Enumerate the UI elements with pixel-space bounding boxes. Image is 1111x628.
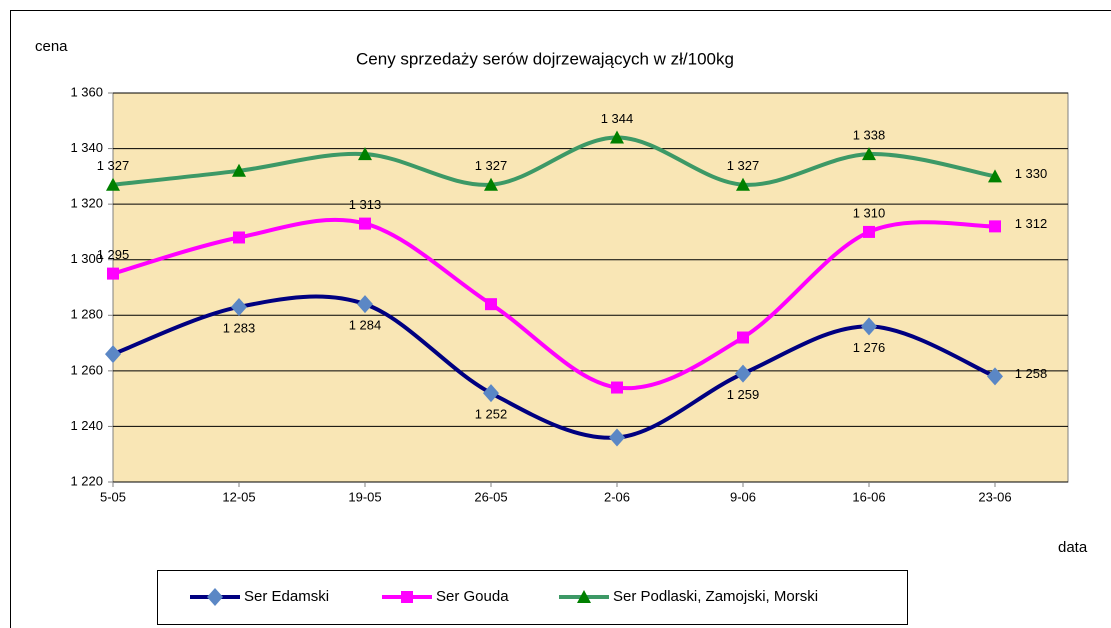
- y-tick-label: 1 300: [70, 251, 103, 266]
- data-point: [231, 297, 247, 316]
- y-tick-label: 1 320: [70, 196, 103, 211]
- y-tick-label: 1 280: [70, 307, 103, 322]
- x-tick-label: 5-05: [100, 489, 126, 504]
- data-point: [233, 231, 245, 244]
- data-label: 1 284: [349, 318, 382, 333]
- data-point: [989, 220, 1001, 233]
- x-axis-title: data: [1058, 539, 1088, 556]
- data-point: [987, 367, 1003, 386]
- data-point: [485, 298, 497, 311]
- data-point: [232, 163, 246, 177]
- data-point: [611, 381, 623, 394]
- x-tick-label: 19-05: [348, 489, 381, 504]
- data-label: 1 252: [475, 407, 508, 422]
- data-label: 1 327: [97, 158, 130, 173]
- data-label: 1 259: [727, 387, 760, 402]
- data-label: 1 313: [349, 197, 382, 212]
- chart-title: Ceny sprzedaży serów dojrzewających w zł…: [356, 49, 734, 68]
- x-tick-label: 12-05: [222, 489, 255, 504]
- data-label: 1 258: [1015, 366, 1048, 381]
- data-point: [862, 147, 876, 161]
- data-point: [863, 225, 875, 238]
- data-point: [106, 177, 120, 191]
- data-point: [736, 177, 750, 191]
- series-line: [112, 135, 996, 187]
- data-label: 1 312: [1015, 216, 1048, 231]
- data-point: [988, 169, 1002, 183]
- x-tick-label: 9-06: [730, 489, 756, 504]
- y-tick-label: 1 260: [70, 362, 103, 377]
- data-point: [358, 147, 372, 161]
- series-line: [112, 294, 996, 440]
- y-tick-label: 1 340: [70, 140, 103, 155]
- x-tick-label: 2-06: [604, 489, 630, 504]
- x-tick-label: 23-06: [978, 489, 1011, 504]
- legend-label: Ser Podlaski, Zamojski, Morski: [613, 588, 818, 605]
- data-label: 1 327: [727, 158, 760, 173]
- data-point: [483, 384, 499, 403]
- data-point: [357, 295, 373, 314]
- legend-marker: [577, 590, 591, 603]
- data-label: 1 330: [1015, 166, 1048, 181]
- legend-marker: [401, 591, 413, 603]
- data-label: 1 338: [853, 128, 886, 143]
- data-point: [735, 364, 751, 383]
- x-tick-label: 16-06: [852, 489, 885, 504]
- data-point: [105, 345, 121, 364]
- legend-label: Ser Edamski: [244, 588, 329, 605]
- legend-marker: [207, 588, 223, 606]
- data-label: 1 327: [475, 158, 508, 173]
- y-tick-label: 1 360: [70, 84, 103, 99]
- series-line: [112, 217, 996, 391]
- data-label: 1 295: [97, 247, 130, 262]
- y-axis-title: cena: [35, 38, 68, 55]
- data-label: 1 283: [223, 320, 256, 335]
- x-tick-label: 26-05: [474, 489, 507, 504]
- plot-area: [112, 92, 1069, 483]
- data-point: [609, 428, 625, 447]
- data-label: 1 344: [601, 111, 634, 126]
- y-tick-label: 1 240: [70, 418, 103, 433]
- data-point: [737, 331, 749, 344]
- data-point: [861, 317, 877, 336]
- data-label: 1 276: [853, 340, 886, 355]
- legend-box: [157, 570, 908, 625]
- data-label: 1 310: [853, 205, 886, 220]
- legend-label: Ser Gouda: [436, 588, 509, 605]
- data-point: [610, 130, 624, 144]
- data-point: [359, 217, 371, 230]
- y-tick-label: 1 220: [70, 473, 103, 488]
- data-point: [484, 177, 498, 191]
- data-point: [107, 267, 119, 280]
